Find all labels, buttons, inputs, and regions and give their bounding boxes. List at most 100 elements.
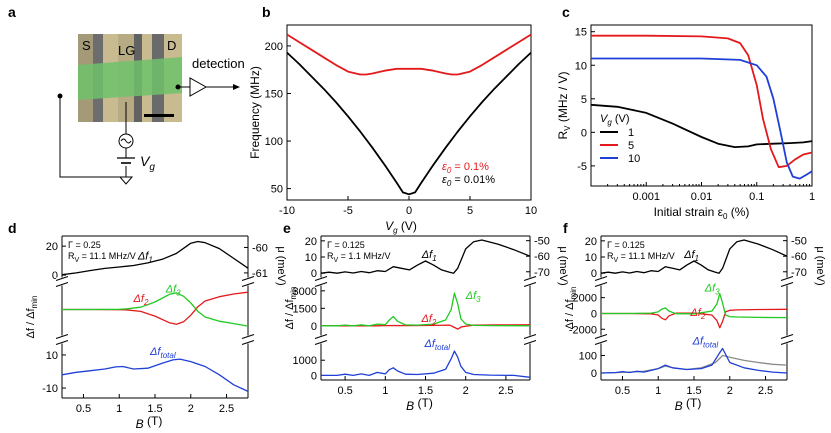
series-line-middle-1 (321, 292, 531, 327)
subscript: total (435, 343, 450, 352)
curve-label-top: Δf1 (137, 251, 153, 265)
y-tick-label: 0 (591, 308, 597, 320)
series-line-2 (591, 57, 813, 180)
y-tick-label: 10 (585, 252, 597, 264)
panel-label-e: e (283, 220, 291, 236)
series-line-0 (590, 103, 813, 149)
right-y-axis-label: μ (meV) (557, 246, 569, 285)
series-line-0 (286, 33, 532, 76)
y-tick-label: 1000 (293, 355, 317, 367)
series-line-bottom-1 (600, 347, 788, 374)
curve-label-middle-0: Δf2 (420, 313, 436, 327)
axis-break-right-0-mask (242, 277, 254, 286)
electrode-label-d: D (167, 38, 176, 53)
axis-break-left-1-line-2 (594, 340, 608, 345)
param-responsivity: RV = 11.1 MHz/V (68, 251, 136, 264)
subscript: 1 (432, 254, 436, 263)
subscript: g (607, 118, 612, 127)
text-continuation: = 0.1% (451, 161, 489, 173)
right-y-tick-label: -60 (791, 251, 807, 263)
axis-break-right-1-mask (524, 335, 536, 344)
text-continuation: (MHz / V) (556, 71, 570, 125)
legend-label-1: 5 (628, 140, 634, 152)
axis-break-right-1-mask (242, 335, 254, 344)
subscript: 2 (143, 298, 149, 307)
x-axis-label: B (T) (406, 396, 433, 413)
param-responsivity: RV = 1.1 MHz/V (327, 251, 390, 264)
y-tick-label: 200 (265, 41, 283, 53)
axis-break-left-1-mask (56, 335, 68, 344)
axis-break-left-0-line-2 (594, 282, 608, 287)
arrow-head-icon (233, 84, 240, 90)
axis-break-right-0-mask (524, 277, 536, 286)
right-y-tick-label: -50 (534, 236, 550, 248)
axis-break-right-1-mask (781, 335, 793, 344)
subscript: g (393, 226, 398, 235)
subscript: 3 (715, 287, 720, 296)
ground-symbol-icon (118, 176, 134, 185)
series-line-bottom-0 (321, 350, 531, 378)
subscript: 1 (148, 256, 152, 265)
axis-break-right-0-line-1 (780, 276, 794, 281)
axis-break-right-1-line-1 (241, 334, 255, 339)
y-tick-label: 5 (581, 94, 587, 106)
y-tick-label: 15 (575, 27, 587, 39)
param-gamma: Γ = 0.125 (607, 240, 645, 250)
x-axis-label: B (T) (136, 414, 163, 431)
y-tick-label: -10 (42, 383, 58, 395)
y-tick-label: 100 (579, 351, 597, 363)
text-continuation: (T) (144, 414, 163, 428)
ac-wave-icon (120, 138, 132, 144)
subscript: V (75, 257, 80, 264)
curve-label-middle-1: Δf3 (165, 284, 181, 298)
y-tick-label: -2000 (569, 324, 597, 336)
y-axis-label: Δf / Δfmin (25, 296, 39, 339)
axis-break-left-1-line-2 (314, 340, 328, 345)
device-schematic: S LG D detection Vg (57, 34, 245, 185)
right-y-tick-label: -60 (252, 242, 268, 254)
y-tick-label: 50 (271, 184, 283, 196)
panel-label-d: d (8, 220, 17, 236)
subscript: min (569, 287, 578, 300)
x-tick-label: 1.5 (686, 385, 701, 397)
text-continuation: (V) (612, 113, 630, 125)
legend-label-2: 10 (628, 153, 640, 165)
curve-label-top: Δf1 (421, 249, 437, 263)
series-line-middle-0 (62, 291, 249, 325)
y-tick-label: 10 (305, 252, 317, 264)
axis-break-right-1-line-2 (780, 340, 794, 345)
axis-break-left-0-line-1 (594, 276, 608, 281)
axis-break-left-1-mask (315, 335, 327, 344)
x-tick-label: 2.5 (758, 385, 773, 397)
curve-label-middle-0: Δf2 (689, 307, 705, 321)
param-gamma: Γ = 0.25 (68, 240, 101, 250)
x-tick-label: 2 (188, 403, 194, 415)
subscript: V (614, 257, 619, 264)
amplifier-triangle-icon (189, 77, 208, 97)
x-axis-label: Initial strain ε0 (%) (654, 205, 750, 221)
axis-break-left-0-line-2 (314, 282, 328, 287)
subscript: 0 (447, 166, 452, 175)
text-continuation: (V) (398, 219, 417, 233)
x-tick-label: 2 (727, 385, 733, 397)
right-y-tick-label: -60 (534, 251, 550, 263)
axis-break-left-1-mask (595, 335, 607, 344)
curve-label-middle-0: Δf2 (133, 293, 149, 307)
curve-label-middle-1: Δf3 (465, 290, 481, 304)
series-line-middle-1 (62, 292, 249, 327)
panel-label-f: f (563, 220, 568, 236)
text-continuation: = 1.1 MHz/V (338, 251, 390, 261)
y-tick-label: 0 (52, 270, 58, 282)
subscript: min (30, 296, 39, 309)
legend-label-0: 1 (628, 127, 634, 139)
text-continuation: = 0.01% (451, 174, 495, 186)
y-tick-label: 0 (311, 321, 317, 333)
curve-label-top: Δf1 (683, 249, 699, 263)
x-tick-label: 1 (116, 403, 122, 415)
vg-label-sub: g (149, 162, 155, 173)
x-tick-label: 10 (525, 205, 537, 217)
x-tick-label: 1.5 (418, 385, 433, 397)
axis-break-left-1-line-2 (55, 340, 69, 345)
vg-label-main: V (140, 153, 151, 169)
axis-break-left-0-line-1 (55, 276, 69, 281)
